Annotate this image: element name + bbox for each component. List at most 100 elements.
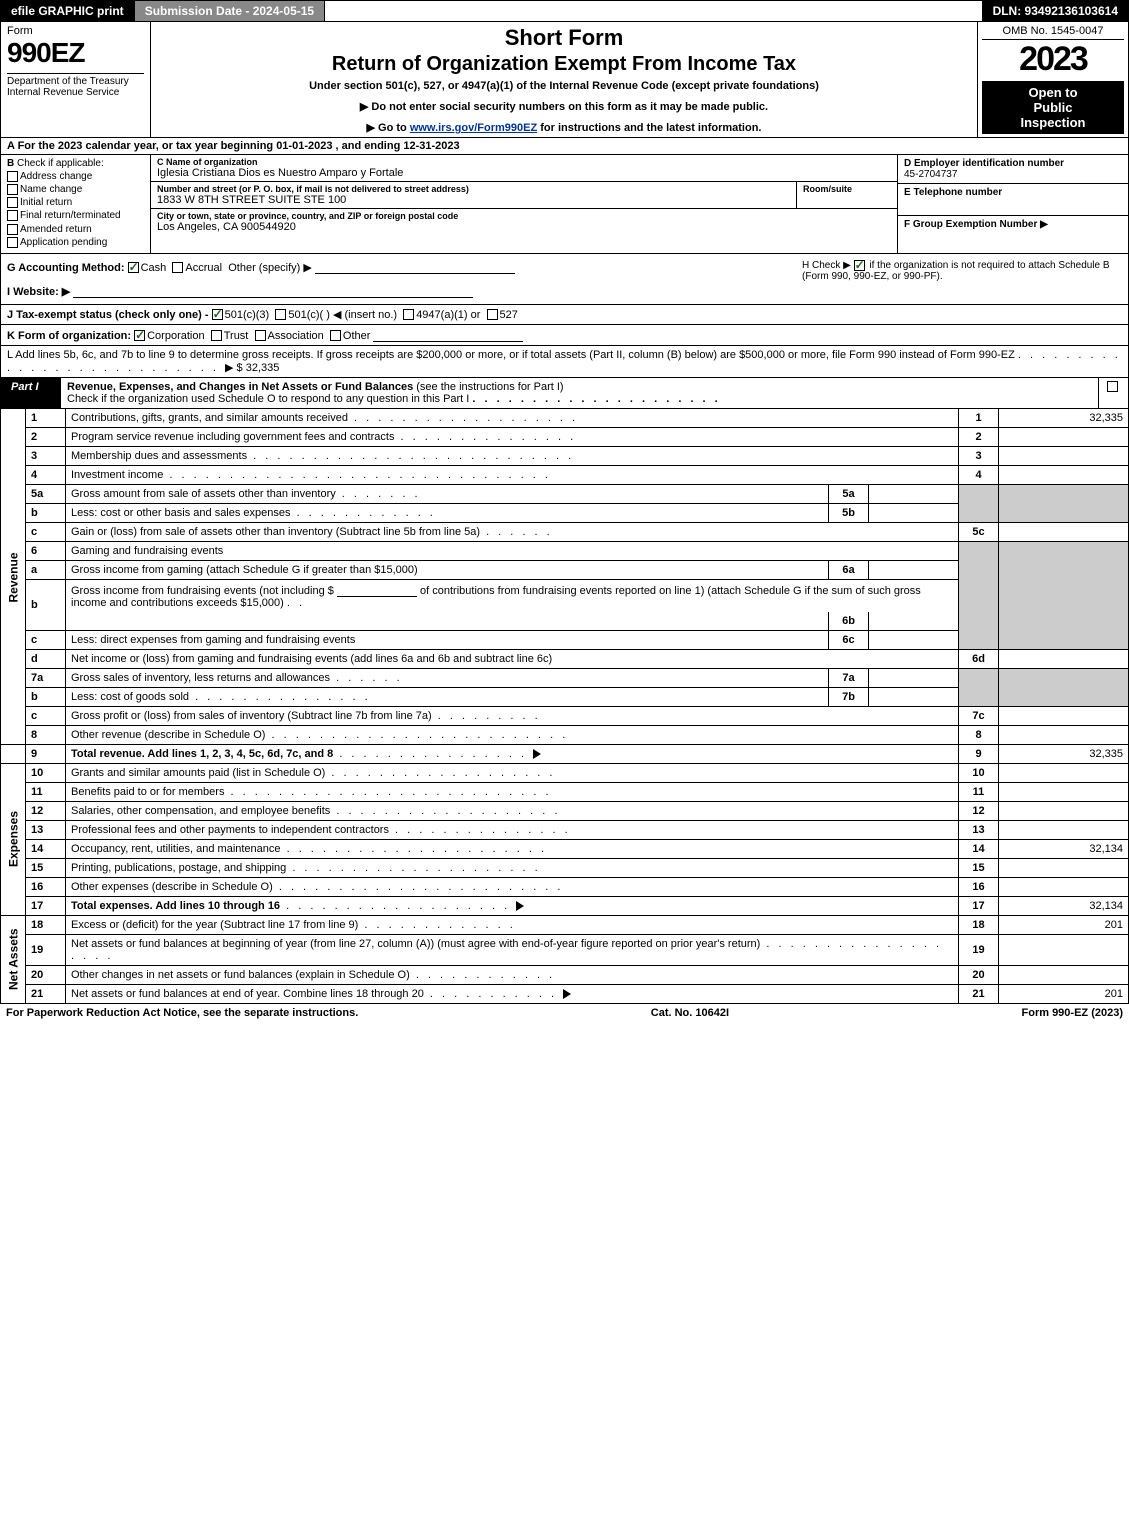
checkbox-amended-return[interactable] — [7, 224, 18, 235]
checkbox-address-change[interactable] — [7, 171, 18, 182]
l21-num: 21 — [26, 984, 66, 1003]
part1-check-cell — [1098, 378, 1128, 408]
l-text: L Add lines 5b, 6c, and 7b to line 9 to … — [7, 349, 1015, 361]
k-other-field[interactable] — [373, 328, 523, 342]
l3-num: 3 — [26, 446, 66, 465]
part1-title-wrap: Revenue, Expenses, and Changes in Net As… — [61, 378, 1098, 408]
l1-desc: Contributions, gifts, grants, and simila… — [71, 412, 348, 424]
line-5c: c Gain or (loss) from sale of assets oth… — [1, 522, 1129, 541]
line-5a: 5a Gross amount from sale of assets othe… — [1, 484, 1129, 503]
l12-ref: 12 — [959, 801, 999, 820]
l6b-amount-field[interactable] — [337, 583, 417, 597]
checkbox-association[interactable] — [255, 330, 266, 341]
tel-label: E Telephone number — [904, 187, 1002, 198]
checkbox-other-org[interactable] — [330, 330, 341, 341]
l14-num: 14 — [26, 839, 66, 858]
l12-num: 12 — [26, 801, 66, 820]
footer-right-post: (2023) — [1088, 1007, 1123, 1019]
l1-ref: 1 — [959, 409, 999, 428]
other-label: Other (specify) ▶ — [228, 262, 312, 274]
line-20: 20 Other changes in net assets or fund b… — [1, 965, 1129, 984]
checkbox-name-change[interactable] — [7, 184, 18, 195]
checkbox-final-return[interactable] — [7, 210, 18, 221]
l6a-num: a — [26, 560, 66, 579]
l7c-amt — [999, 706, 1129, 725]
l20-desc: Other changes in net assets or fund bala… — [71, 969, 410, 981]
checkbox-4947[interactable] — [403, 309, 414, 320]
cb-name-change: Name change — [20, 184, 82, 195]
checkbox-527[interactable] — [487, 309, 498, 320]
l8-amt — [999, 725, 1129, 744]
org-name: Iglesia Cristiana Dios es Nuestro Amparo… — [157, 167, 891, 179]
l19-ref: 19 — [959, 934, 999, 965]
line-1: Revenue 1 Contributions, gifts, grants, … — [1, 409, 1129, 428]
l21-desc: Net assets or fund balances at end of ye… — [71, 988, 424, 1000]
l8-num: 8 — [26, 725, 66, 744]
l19-amt — [999, 934, 1129, 965]
arrow-icon — [563, 989, 571, 999]
checkbox-application-pending[interactable] — [7, 237, 18, 248]
part1-check: Check if the organization used Schedule … — [67, 393, 469, 405]
street-value: 1833 W 8TH STREET SUITE STE 100 — [157, 194, 790, 206]
l13-ref: 13 — [959, 820, 999, 839]
checkbox-corporation[interactable] — [134, 330, 145, 341]
checkbox-h[interactable] — [854, 260, 865, 271]
line-6d: d Net income or (loss) from gaming and f… — [1, 649, 1129, 668]
l9-num: 9 — [26, 744, 66, 763]
checkbox-501c[interactable] — [275, 309, 286, 320]
lines-table: Revenue 1 Contributions, gifts, grants, … — [0, 409, 1129, 1004]
l12-desc: Salaries, other compensation, and employ… — [71, 805, 330, 817]
checkbox-501c3[interactable] — [212, 309, 223, 320]
line-11: 11 Benefits paid to or for members . . .… — [1, 782, 1129, 801]
l21-ref: 21 — [959, 984, 999, 1003]
l17-ref: 17 — [959, 896, 999, 915]
efile-print-button[interactable]: efile GRAPHIC print — [1, 1, 135, 21]
l5c-ref: 5c — [959, 522, 999, 541]
cb-address-change: Address change — [20, 171, 92, 182]
l3-ref: 3 — [959, 446, 999, 465]
l5b-desc: Less: cost or other basis and sales expe… — [71, 507, 291, 519]
form-word: Form — [7, 25, 144, 37]
l15-desc: Printing, publications, postage, and shi… — [71, 862, 286, 874]
l13-desc: Professional fees and other payments to … — [71, 824, 389, 836]
l7b-sub: 7b — [829, 687, 869, 706]
l17-num: 17 — [26, 896, 66, 915]
city-value: Los Angeles, CA 900544920 — [157, 221, 891, 233]
other-field[interactable] — [315, 260, 515, 274]
g-label: G Accounting Method: — [7, 262, 125, 274]
l6-num: 6 — [26, 541, 66, 560]
checkbox-cash[interactable] — [128, 262, 139, 273]
l10-num: 10 — [26, 763, 66, 782]
k-trust: Trust — [224, 330, 249, 342]
l6a-subval — [869, 560, 959, 579]
l10-ref: 10 — [959, 763, 999, 782]
l13-amt — [999, 820, 1129, 839]
l16-amt — [999, 877, 1129, 896]
website-field[interactable] — [73, 284, 473, 298]
header-left: Form 990EZ Department of the Treasury In… — [1, 22, 151, 137]
j-4947: 4947(a)(1) or — [416, 309, 480, 321]
line-9: 9 Total revenue. Add lines 1, 2, 3, 4, 5… — [1, 744, 1129, 763]
l8-desc: Other revenue (describe in Schedule O) — [71, 729, 265, 741]
checkbox-part1-schedule-o[interactable] — [1107, 381, 1118, 392]
checkbox-trust[interactable] — [211, 330, 222, 341]
checkbox-initial-return[interactable] — [7, 197, 18, 208]
irs-link[interactable]: www.irs.gov/Form990EZ — [410, 122, 537, 134]
gh-row: G Accounting Method: Cash Accrual Other … — [0, 254, 1129, 305]
l11-desc: Benefits paid to or for members — [71, 786, 224, 798]
l10-desc: Grants and similar amounts paid (list in… — [71, 767, 325, 779]
l18-desc: Excess or (deficit) for the year (Subtra… — [71, 919, 358, 931]
column-c: C Name of organization Iglesia Cristiana… — [151, 155, 898, 253]
line-17: 17 Total expenses. Add lines 10 through … — [1, 896, 1129, 915]
l9-side — [1, 744, 26, 763]
l9-ref: 9 — [959, 744, 999, 763]
l15-ref: 15 — [959, 858, 999, 877]
line-21: 21 Net assets or fund balances at end of… — [1, 984, 1129, 1003]
arrow-icon — [533, 749, 541, 759]
j-label: J Tax-exempt status (check only one) - — [7, 309, 209, 321]
l17-desc: Total expenses. Add lines 10 through 16 — [71, 900, 280, 912]
open-to-public: Open to Public Inspection — [982, 81, 1124, 134]
checkbox-accrual[interactable] — [172, 262, 183, 273]
footer-right-bold: 990-EZ — [1052, 1007, 1088, 1019]
l19-num: 19 — [26, 934, 66, 965]
